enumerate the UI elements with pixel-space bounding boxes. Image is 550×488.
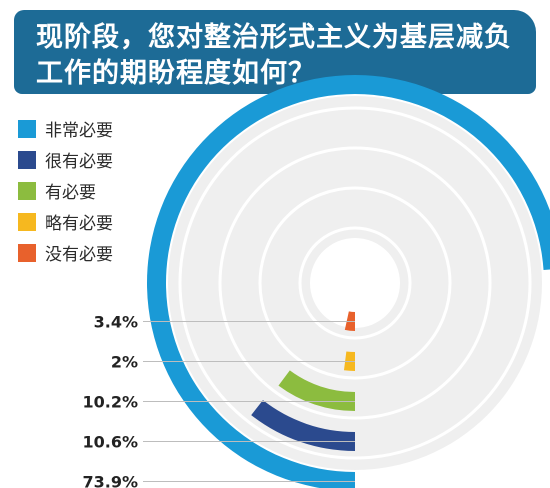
legend-item-necessary: 有必要	[18, 175, 113, 206]
value-label-0: 73.9%	[82, 473, 138, 488]
legend-label: 略有必要	[45, 214, 113, 234]
chart-separator-ring	[178, 106, 532, 460]
bar-1	[251, 400, 355, 451]
legend-label: 有必要	[45, 183, 96, 203]
value-label-3: 2%	[111, 353, 138, 372]
legend-swatch	[18, 243, 36, 262]
chart-leader-lines	[143, 321, 355, 482]
legend: 非常必要 很有必要 有必要 略有必要 没有必要	[18, 113, 113, 268]
bar-2	[278, 370, 355, 411]
value-label-4: 3.4%	[94, 313, 138, 332]
legend-item-very-necessary: 非常必要	[18, 113, 113, 144]
legend-label: 很有必要	[45, 152, 113, 172]
legend-label: 非常必要	[45, 121, 113, 141]
title-line-2: 工作的期盼程度如何？	[36, 58, 316, 89]
title-line-1: 现阶段，您对整治形式主义为基层减负	[36, 22, 512, 53]
legend-item-not-necessary: 没有必要	[18, 237, 113, 268]
chart-center-hole	[310, 238, 400, 328]
chart-tracks	[168, 96, 542, 470]
legend-item-slightly-necessary: 略有必要	[18, 206, 113, 237]
chart-separator-ring	[298, 226, 412, 340]
legend-swatch	[18, 119, 36, 138]
value-label-1: 10.6%	[82, 433, 138, 452]
title-banner: 现阶段，您对整治形式主义为基层减负 工作的期盼程度如何？	[14, 10, 536, 94]
legend-swatch	[18, 181, 36, 200]
legend-label: 没有必要	[45, 245, 113, 265]
chart-separator-ring	[258, 186, 452, 380]
value-label-2: 10.2%	[82, 393, 138, 412]
legend-item-quite-necessary: 很有必要	[18, 144, 113, 175]
legend-swatch	[18, 150, 36, 169]
chart-value-labels: 73.9% 10.6% 10.2% 2% 3.4%	[82, 313, 138, 488]
chart-separator-ring	[218, 146, 492, 420]
legend-swatch	[18, 212, 36, 231]
